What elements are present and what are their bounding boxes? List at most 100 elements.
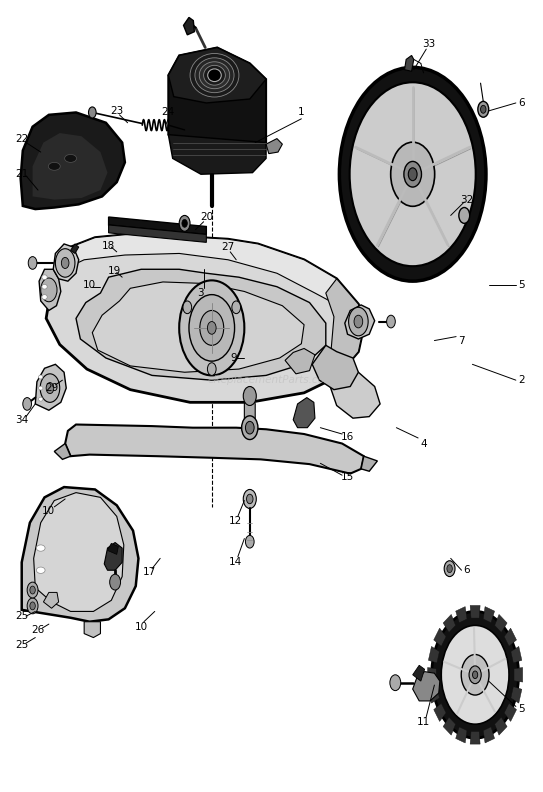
Polygon shape	[495, 615, 507, 632]
Circle shape	[245, 535, 254, 548]
Polygon shape	[293, 398, 315, 428]
Polygon shape	[434, 628, 446, 646]
Circle shape	[478, 101, 489, 117]
Polygon shape	[470, 732, 480, 744]
Text: 9: 9	[230, 353, 237, 363]
Polygon shape	[53, 244, 79, 281]
Polygon shape	[405, 55, 414, 71]
Ellipse shape	[36, 545, 45, 551]
Circle shape	[27, 598, 38, 614]
Polygon shape	[39, 269, 61, 310]
Polygon shape	[244, 396, 255, 428]
Polygon shape	[456, 727, 467, 743]
Text: 27: 27	[222, 242, 235, 252]
Polygon shape	[84, 622, 100, 638]
Text: 12: 12	[229, 516, 242, 526]
Polygon shape	[33, 133, 108, 200]
Polygon shape	[428, 646, 439, 663]
Circle shape	[243, 489, 256, 508]
Text: 14: 14	[229, 558, 242, 567]
Ellipse shape	[39, 375, 43, 379]
Circle shape	[110, 574, 121, 590]
Polygon shape	[483, 727, 495, 743]
Polygon shape	[108, 543, 118, 554]
Circle shape	[232, 301, 241, 314]
Circle shape	[247, 494, 253, 504]
Circle shape	[339, 67, 486, 281]
Polygon shape	[361, 456, 377, 471]
Text: 15: 15	[341, 472, 354, 482]
Circle shape	[55, 249, 75, 277]
Circle shape	[189, 295, 235, 361]
Polygon shape	[21, 112, 125, 209]
Ellipse shape	[39, 386, 43, 390]
Polygon shape	[511, 646, 522, 663]
Ellipse shape	[48, 162, 60, 170]
Circle shape	[30, 586, 35, 594]
Circle shape	[408, 168, 417, 181]
Polygon shape	[514, 668, 523, 682]
Text: 22: 22	[15, 135, 28, 144]
Circle shape	[245, 421, 254, 434]
Text: 29: 29	[45, 383, 58, 393]
Text: 1: 1	[298, 108, 305, 117]
Text: 7: 7	[458, 336, 465, 345]
Polygon shape	[71, 244, 79, 253]
Circle shape	[441, 626, 509, 724]
Text: 21: 21	[15, 169, 28, 179]
Polygon shape	[443, 718, 456, 735]
Polygon shape	[427, 668, 436, 682]
Polygon shape	[413, 672, 440, 701]
Polygon shape	[46, 234, 364, 402]
Text: 20: 20	[200, 212, 213, 222]
Text: 33: 33	[422, 39, 435, 48]
Circle shape	[23, 398, 31, 410]
Circle shape	[354, 315, 363, 328]
Circle shape	[183, 301, 192, 314]
Polygon shape	[483, 607, 495, 623]
Polygon shape	[92, 282, 304, 372]
Text: 6: 6	[464, 565, 470, 575]
Text: 2: 2	[518, 375, 525, 385]
Ellipse shape	[42, 284, 47, 289]
Circle shape	[41, 278, 57, 302]
Text: 16: 16	[341, 432, 354, 442]
Ellipse shape	[190, 54, 239, 97]
Circle shape	[27, 582, 38, 598]
Circle shape	[179, 280, 244, 375]
Circle shape	[179, 215, 190, 231]
Text: 10: 10	[42, 506, 55, 516]
Polygon shape	[470, 605, 480, 618]
Polygon shape	[168, 135, 266, 174]
Polygon shape	[168, 48, 266, 158]
Circle shape	[89, 107, 96, 118]
Ellipse shape	[65, 154, 77, 162]
Polygon shape	[109, 225, 206, 242]
Circle shape	[350, 82, 476, 266]
Text: 5: 5	[518, 280, 525, 290]
Circle shape	[447, 565, 452, 573]
Circle shape	[28, 257, 37, 269]
Polygon shape	[65, 425, 364, 474]
Polygon shape	[413, 665, 425, 681]
Circle shape	[461, 654, 489, 695]
Polygon shape	[43, 592, 59, 608]
Text: 23: 23	[110, 106, 123, 116]
Text: 5: 5	[518, 704, 525, 714]
Circle shape	[469, 666, 481, 683]
Circle shape	[404, 162, 421, 187]
Circle shape	[432, 611, 519, 738]
Polygon shape	[312, 345, 358, 390]
Polygon shape	[104, 543, 122, 570]
Circle shape	[481, 105, 486, 113]
Circle shape	[207, 322, 216, 334]
Text: 25: 25	[15, 641, 28, 650]
Polygon shape	[511, 687, 522, 703]
Text: 24: 24	[162, 108, 175, 117]
Circle shape	[387, 315, 395, 328]
Polygon shape	[22, 487, 138, 622]
Circle shape	[46, 383, 54, 394]
Text: 19: 19	[108, 266, 121, 276]
Text: 3: 3	[198, 288, 204, 298]
Polygon shape	[184, 17, 194, 35]
